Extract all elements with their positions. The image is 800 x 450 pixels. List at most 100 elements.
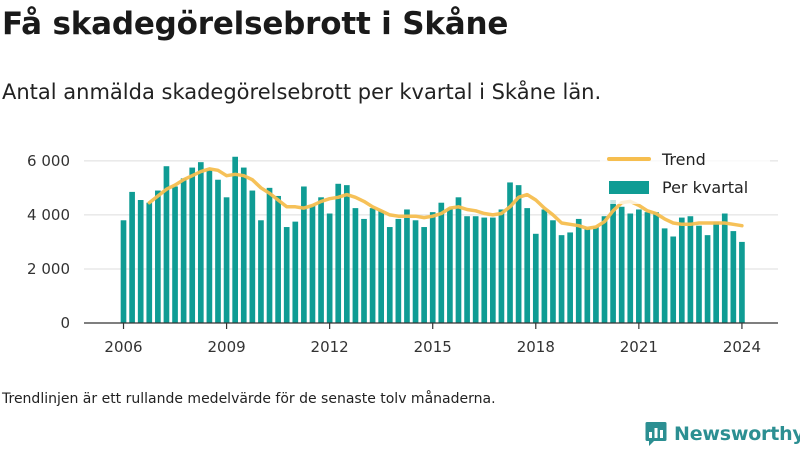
bar [120, 220, 127, 323]
bar [739, 241, 745, 323]
bar [704, 235, 711, 323]
bar [696, 225, 702, 323]
bar [232, 156, 239, 323]
bar [429, 212, 436, 323]
bar [644, 212, 651, 323]
bar [532, 233, 539, 323]
bar [369, 208, 376, 323]
bar [550, 220, 556, 323]
chart-title: Få skadegörelsebrott i Skåne [2, 6, 509, 42]
bar [258, 220, 264, 323]
bar [395, 218, 402, 323]
bar [678, 217, 685, 323]
bar [378, 210, 385, 323]
bar [240, 167, 247, 323]
bar [567, 232, 573, 323]
bar [326, 213, 333, 323]
bar [593, 227, 599, 323]
bar [318, 197, 324, 323]
bar [541, 209, 548, 323]
bar [197, 162, 204, 323]
legend: Trend Per kvartal [600, 148, 770, 204]
bar [558, 235, 565, 323]
x-tick-label: 2024 [723, 338, 761, 356]
bar [266, 187, 273, 323]
bar [661, 228, 668, 323]
bar [404, 209, 410, 323]
bar [137, 200, 144, 323]
x-tick-label: 2021 [620, 338, 658, 356]
bar [180, 178, 187, 323]
trend-line [147, 167, 744, 231]
bar [189, 167, 196, 323]
chart-subtitle: Antal anmälda skadegörelsebrott per kvar… [2, 80, 602, 104]
bar [636, 209, 642, 323]
bar [292, 221, 299, 323]
legend-swatch-bars [609, 181, 649, 194]
bar [610, 200, 616, 323]
bar [455, 197, 462, 323]
chart-area: 2006 2009 2012 2015 2018 2021 2024 0 2 000 4 000… [27, 148, 778, 356]
bar [172, 186, 178, 323]
bar [490, 217, 496, 323]
bar [447, 208, 453, 323]
bar [515, 185, 522, 323]
x-tick-label: 2009 [207, 338, 245, 356]
bar [601, 216, 608, 323]
x-axis: 2006 2009 2012 2015 2018 2021 2024 [84, 322, 778, 356]
bar [275, 195, 281, 323]
bar [438, 202, 445, 323]
x-tick-label: 2012 [311, 338, 349, 356]
bar [421, 227, 427, 323]
bar [412, 220, 419, 323]
bar [481, 217, 488, 323]
bar-series [120, 156, 745, 323]
bar [309, 205, 316, 323]
footnote: Trendlinjen är ett rullande medelvärde f… [2, 391, 496, 407]
trend-series [147, 167, 744, 231]
x-tick-label: 2015 [414, 338, 452, 356]
y-tick-label: 4 000 [27, 206, 70, 224]
bar [507, 182, 513, 323]
brand-logo[interactable]: Newsworthy [645, 421, 800, 447]
bar [498, 209, 505, 323]
y-tick-label: 6 000 [27, 152, 70, 170]
legend-label-bars: Per kvartal [662, 178, 748, 197]
y-tick-label: 0 [60, 314, 70, 332]
legend-label-trend: Trend [661, 150, 706, 169]
x-tick-label: 2018 [517, 338, 555, 356]
y-axis: 0 2 000 4 000 6 000 [27, 152, 70, 332]
y-tick-label: 2 000 [27, 260, 70, 278]
bar [352, 208, 359, 323]
bar [223, 197, 230, 323]
bar [361, 218, 367, 323]
bar [627, 213, 634, 323]
bar [206, 170, 213, 323]
bar [386, 227, 393, 323]
bar [129, 191, 135, 323]
bar [283, 227, 290, 323]
bar [249, 190, 256, 323]
x-tick-label: 2006 [104, 338, 142, 356]
bar [343, 185, 350, 323]
bar [215, 179, 221, 323]
bar [730, 231, 737, 323]
bar [146, 202, 153, 323]
bar [301, 186, 307, 323]
bar [618, 206, 625, 323]
bar [584, 228, 591, 323]
bar [721, 213, 728, 323]
bar [670, 236, 677, 323]
bar [713, 221, 719, 323]
bar [575, 218, 582, 323]
brand-name: Newsworthy [674, 423, 800, 445]
bar [335, 183, 342, 323]
bar [155, 190, 161, 323]
bar [524, 208, 531, 323]
bar [687, 216, 694, 323]
newsworthy-logo-icon [645, 422, 667, 446]
bar [163, 166, 170, 323]
bar [472, 216, 479, 323]
bar [653, 212, 659, 323]
bar [464, 216, 470, 323]
